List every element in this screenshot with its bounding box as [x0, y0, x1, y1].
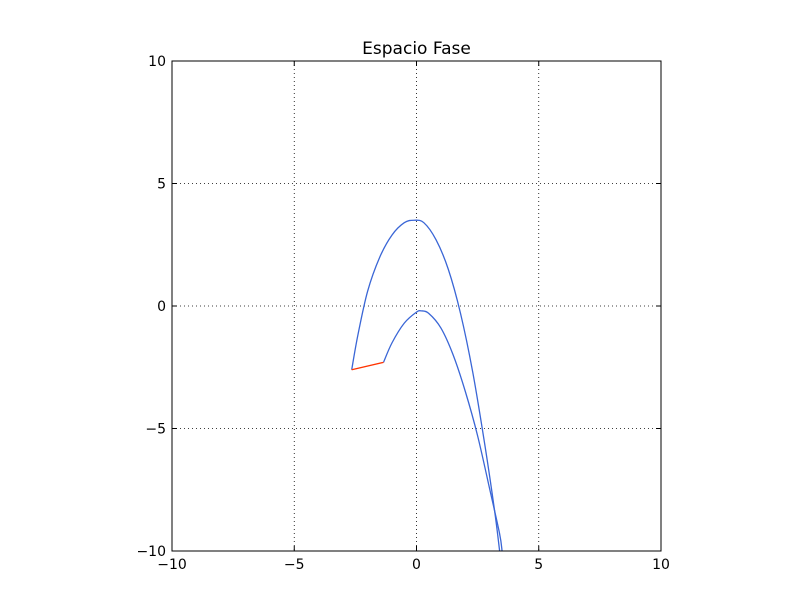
x-tick-label: 0 — [412, 557, 421, 573]
x-tick-label: 10 — [652, 557, 670, 573]
y-tick-label: 10 — [148, 54, 166, 70]
series-layer — [351, 219, 503, 551]
series-line-3 — [351, 361, 384, 371]
y-tick-label: −10 — [136, 544, 166, 560]
grid — [172, 61, 661, 551]
x-tick-label: −10 — [157, 557, 187, 573]
y-tick-label: 0 — [157, 299, 166, 315]
x-tick-label: 5 — [534, 557, 543, 573]
y-tick-label: −5 — [145, 422, 166, 438]
series-line-1 — [351, 219, 501, 551]
chart-title: Espacio Fase — [362, 39, 471, 59]
x-tick-label: −5 — [284, 557, 305, 573]
series-line-2 — [382, 310, 503, 551]
ticks: −10 −5 0 5 10 −10 −5 0 5 10 — [136, 54, 669, 573]
y-tick-label: 5 — [157, 177, 166, 193]
